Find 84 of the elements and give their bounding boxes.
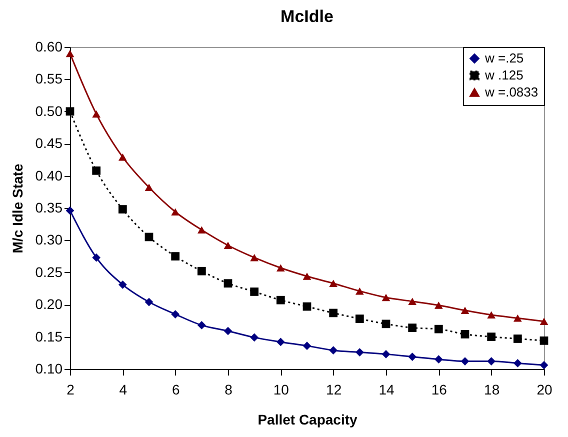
point	[382, 350, 390, 358]
x-tick-label: 12	[326, 382, 342, 398]
point	[171, 310, 180, 318]
x-tick-label: 2	[66, 382, 75, 398]
y-tick-label: 0.45	[35, 135, 63, 152]
point	[329, 308, 338, 318]
point	[460, 306, 470, 314]
point	[276, 264, 285, 272]
y-tick-label: 0.50	[35, 102, 63, 119]
point	[66, 107, 74, 116]
point	[540, 360, 548, 370]
point	[171, 208, 180, 216]
x-tick-label: 10	[273, 382, 290, 398]
point	[224, 326, 232, 336]
point	[224, 279, 232, 288]
y-tick-label: 0.20	[35, 296, 63, 312]
y-tick-label: 0.55	[35, 70, 63, 87]
point	[434, 355, 443, 364]
point	[250, 333, 259, 342]
point	[302, 272, 312, 280]
point	[66, 50, 74, 58]
x-tick-label: 4	[119, 382, 128, 398]
point	[487, 311, 496, 319]
y-axis-title: M/c Idle State	[9, 164, 26, 254]
x-tick-label: 14	[378, 382, 394, 398]
y-tick-label: 0.15	[35, 328, 63, 344]
point	[382, 320, 390, 328]
y-tick-label: 0.30	[35, 232, 63, 248]
y-tick-label: 0.60	[35, 38, 63, 54]
point	[355, 348, 364, 356]
point	[487, 357, 496, 366]
point	[118, 154, 127, 161]
point	[92, 253, 101, 262]
x-tick-label: 16	[431, 382, 448, 398]
point	[408, 324, 417, 332]
legend-label: w =.0833	[484, 84, 538, 100]
point	[250, 288, 259, 296]
point	[382, 294, 390, 302]
point	[144, 298, 154, 306]
point	[171, 252, 180, 260]
x-tick-label: 20	[536, 382, 552, 398]
point	[276, 296, 285, 304]
point	[513, 359, 522, 368]
point	[197, 321, 206, 330]
point	[250, 254, 259, 262]
point	[144, 232, 154, 242]
legend-label: w .125	[484, 68, 524, 82]
x-tick-label: 18	[484, 382, 500, 398]
point	[487, 332, 496, 341]
point	[460, 357, 470, 366]
point	[513, 314, 522, 322]
point	[329, 280, 338, 287]
y-tick-label: 0.10	[35, 360, 63, 376]
point	[408, 352, 417, 361]
x-tick-label: 6	[172, 382, 180, 398]
point	[224, 242, 232, 249]
point	[434, 302, 443, 309]
legend-label: w =.25	[484, 50, 524, 66]
point	[302, 302, 312, 311]
x-tick-label: 8	[224, 382, 233, 398]
chart-title: McIdle	[280, 7, 334, 26]
point	[434, 324, 443, 334]
point	[540, 318, 548, 325]
point	[197, 226, 206, 234]
point	[355, 314, 364, 323]
point	[144, 184, 154, 192]
point	[276, 338, 285, 346]
point	[513, 334, 522, 343]
point	[408, 298, 417, 306]
point	[92, 110, 101, 118]
point	[118, 280, 127, 289]
point	[197, 266, 206, 276]
point	[355, 287, 364, 295]
y-tick-label: 0.25	[35, 264, 63, 280]
x-axis-title: Pallet Capacity	[258, 412, 358, 428]
point	[302, 342, 312, 350]
y-tick-label: 0.35	[35, 200, 63, 216]
point	[118, 205, 127, 214]
point	[540, 336, 548, 345]
point	[92, 166, 101, 175]
point	[66, 206, 74, 215]
point	[329, 346, 338, 355]
y-tick-label: 0.40	[35, 167, 63, 184]
point	[460, 330, 470, 338]
